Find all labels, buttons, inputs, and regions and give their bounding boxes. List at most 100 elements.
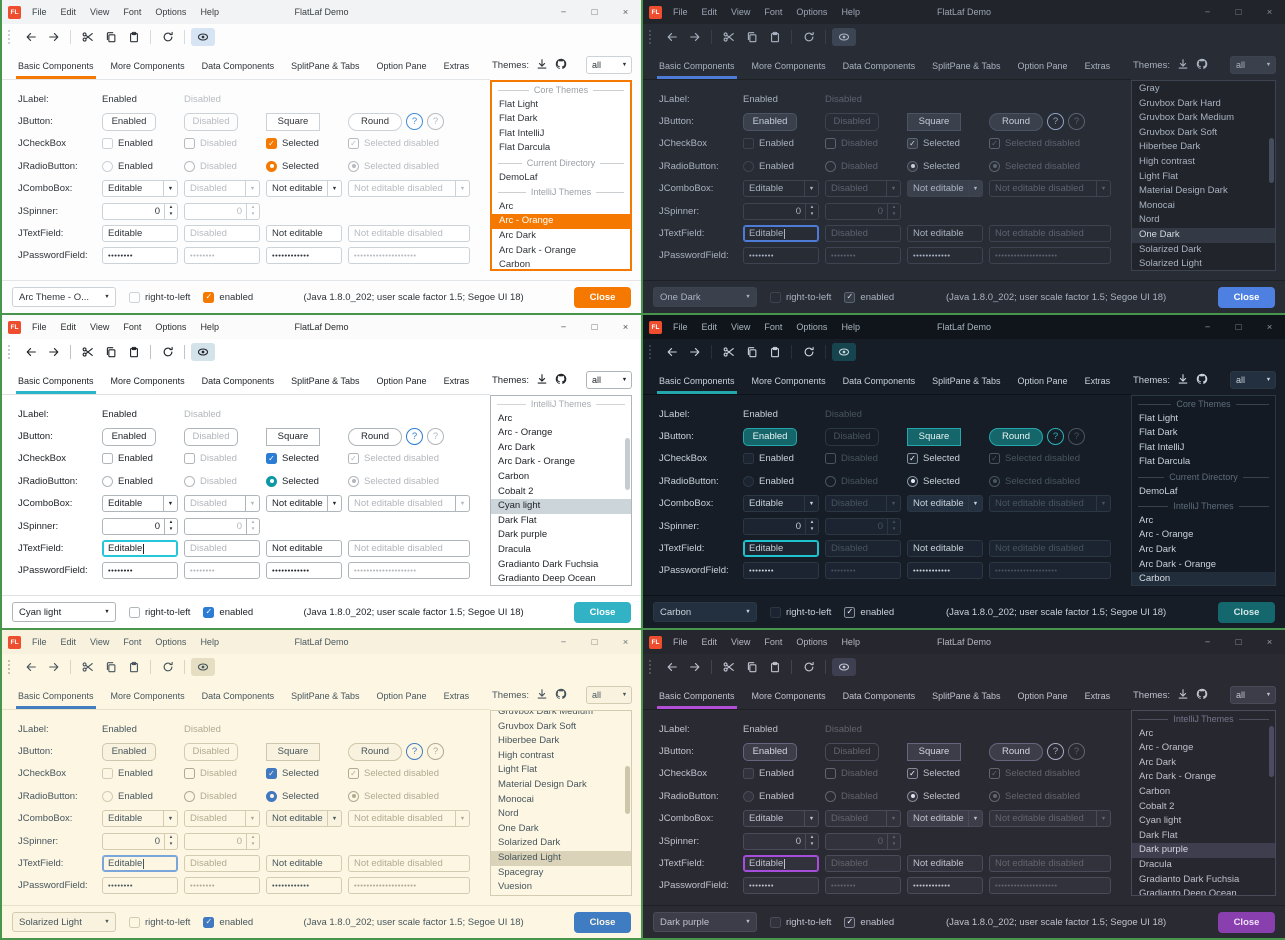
theme-list-item[interactable]: Arc Dark - Orange bbox=[498, 456, 576, 468]
tab-extras[interactable]: Extras bbox=[443, 691, 470, 701]
radio-selected[interactable]: Selected bbox=[266, 790, 348, 802]
maximize-button[interactable]: □ bbox=[591, 321, 598, 333]
theme-filter-combobox[interactable]: all ▼ bbox=[586, 686, 632, 704]
close-window-button[interactable]: × bbox=[622, 6, 629, 18]
tab-more-components[interactable]: More Components bbox=[751, 376, 826, 386]
download-icon[interactable] bbox=[536, 58, 548, 73]
theme-list-item[interactable]: Flat Darcula bbox=[499, 142, 551, 154]
right-to-left-checkbox[interactable]: ✓ right-to-left bbox=[770, 291, 831, 303]
theme-list-item[interactable]: Flat Dark bbox=[1139, 427, 1178, 439]
tab-basic-components[interactable]: Basic Components bbox=[657, 691, 737, 709]
theme-list-item[interactable]: Gray bbox=[1139, 83, 1160, 94]
tab-data-components[interactable]: Data Components bbox=[201, 691, 275, 701]
checkbox-selected[interactable]: ✓ Selected bbox=[907, 768, 989, 780]
theme-list-item[interactable]: Gradianto Deep Ocean bbox=[498, 573, 596, 585]
passwordfield-not-editable[interactable]: •••••••••••• bbox=[907, 877, 983, 895]
theme-list-item[interactable]: Arc - Orange bbox=[1139, 529, 1194, 541]
theme-list-item[interactable]: Hiberbee Dark bbox=[498, 735, 560, 747]
minimize-button[interactable]: − bbox=[560, 6, 567, 18]
theme-list-item[interactable]: One Dark bbox=[1132, 227, 1275, 243]
theme-list-item[interactable]: Gruvbox Dark Medium bbox=[498, 710, 594, 717]
theme-list-item[interactable]: Flat Light bbox=[1139, 412, 1179, 424]
scrollbar-thumb[interactable] bbox=[1269, 725, 1274, 778]
forward-icon[interactable] bbox=[43, 28, 64, 46]
theme-list-item[interactable]: High contrast bbox=[498, 749, 554, 761]
download-icon[interactable] bbox=[1177, 373, 1189, 388]
menu-font[interactable]: Font bbox=[123, 7, 142, 17]
theme-list-item[interactable]: Solarized Dark bbox=[1139, 243, 1202, 255]
tab-data-components[interactable]: Data Components bbox=[842, 691, 916, 701]
maximize-button[interactable]: □ bbox=[1235, 6, 1242, 18]
help-button[interactable]: ? bbox=[406, 743, 423, 761]
theme-list-item[interactable]: Gruvbox Dark Soft bbox=[1139, 126, 1218, 138]
theme-list-item[interactable]: Solarized Light bbox=[491, 850, 631, 866]
checkbox-enabled[interactable]: ✓ Enabled bbox=[102, 138, 184, 150]
theme-list-item[interactable]: Gruvbox Dark Hard bbox=[1139, 97, 1221, 109]
checkbox-selected[interactable]: ✓ Selected bbox=[907, 138, 989, 150]
tab-data-components[interactable]: Data Components bbox=[201, 61, 275, 71]
theme-list-item[interactable]: Gruvbox Dark Soft bbox=[498, 720, 577, 732]
passwordfield-editable[interactable]: •••••••• bbox=[102, 562, 178, 580]
tab-option-pane[interactable]: Option Pane bbox=[376, 61, 427, 71]
enabled-button[interactable]: Enabled bbox=[102, 112, 156, 131]
theme-list-item[interactable]: Cobalt 2 bbox=[1139, 800, 1175, 812]
enabled-checkbox[interactable]: ✓ enabled bbox=[844, 916, 894, 928]
menu-edit[interactable]: Edit bbox=[60, 637, 77, 647]
back-icon[interactable] bbox=[661, 343, 682, 361]
tab-data-components[interactable]: Data Components bbox=[842, 61, 916, 71]
menu-options[interactable]: Options bbox=[796, 7, 828, 17]
spinner[interactable]: 0 ▲ ▼ bbox=[102, 517, 178, 535]
round-button[interactable]: Round bbox=[989, 112, 1043, 131]
toolbar-grip[interactable] bbox=[8, 660, 12, 674]
github-icon[interactable] bbox=[1196, 688, 1208, 703]
theme-combobox[interactable]: Cyan light ▼ bbox=[12, 602, 116, 622]
menu-options[interactable]: Options bbox=[155, 637, 187, 647]
theme-list-item[interactable]: Flat Dark bbox=[499, 113, 538, 125]
copy-icon[interactable] bbox=[100, 28, 121, 46]
chevron-down-icon[interactable]: ▼ bbox=[163, 811, 177, 827]
theme-list-item[interactable]: Dark Flat bbox=[498, 514, 537, 526]
menu-edit[interactable]: Edit bbox=[60, 322, 77, 332]
tab-splitpane-tabs[interactable]: SplitPane & Tabs bbox=[291, 61, 360, 71]
paste-icon[interactable] bbox=[764, 658, 785, 676]
tab-extras[interactable]: Extras bbox=[1084, 376, 1111, 386]
tab-basic-components[interactable]: Basic Components bbox=[16, 691, 96, 709]
menu-font[interactable]: Font bbox=[123, 322, 142, 332]
radio-enabled[interactable]: Enabled bbox=[743, 790, 825, 802]
menu-edit[interactable]: Edit bbox=[701, 7, 718, 17]
tab-extras[interactable]: Extras bbox=[443, 61, 470, 71]
right-to-left-checkbox[interactable]: ✓ right-to-left bbox=[770, 606, 831, 618]
spinner[interactable]: 0 ▲ ▼ bbox=[743, 832, 819, 850]
theme-list-item[interactable]: Flat IntelliJ bbox=[1139, 441, 1185, 453]
show-hidden-eye-icon[interactable] bbox=[832, 28, 856, 46]
tab-more-components[interactable]: More Components bbox=[751, 61, 826, 71]
enabled-button[interactable]: Enabled bbox=[102, 742, 156, 761]
tab-data-components[interactable]: Data Components bbox=[842, 376, 916, 386]
spinner-value[interactable]: 0 bbox=[154, 835, 160, 847]
theme-list-item[interactable]: Arc - Orange bbox=[498, 427, 553, 439]
tab-more-components[interactable]: More Components bbox=[751, 691, 826, 701]
theme-list-item[interactable]: Solarized Dark bbox=[498, 837, 561, 849]
theme-filter-combobox[interactable]: all ▼ bbox=[1230, 56, 1276, 74]
radio-enabled[interactable]: Enabled bbox=[102, 790, 184, 802]
textfield-editable[interactable]: Editable bbox=[743, 540, 819, 558]
checkbox-selected[interactable]: ✓ Selected bbox=[266, 453, 348, 465]
menu-file[interactable]: File bbox=[32, 637, 47, 647]
spinner-arrows-icon[interactable]: ▲ ▼ bbox=[164, 203, 177, 219]
radio-selected[interactable]: Selected bbox=[266, 475, 348, 487]
menu-edit[interactable]: Edit bbox=[701, 637, 718, 647]
theme-list-item[interactable]: Dracula bbox=[1139, 858, 1172, 870]
tab-data-components[interactable]: Data Components bbox=[201, 376, 275, 386]
theme-list-item[interactable]: Flat Darcula bbox=[1139, 456, 1191, 468]
theme-list-item[interactable]: Light Flat bbox=[1139, 170, 1179, 182]
theme-filter-combobox[interactable]: all ▼ bbox=[1230, 686, 1276, 704]
download-icon[interactable] bbox=[1177, 688, 1189, 703]
theme-list-item[interactable]: Gradianto Dark Fuchsia bbox=[1139, 873, 1240, 885]
spinner-arrows-icon[interactable]: ▲ ▼ bbox=[805, 518, 818, 534]
textfield-editable[interactable]: Editable bbox=[743, 225, 819, 243]
enabled-checkbox[interactable]: ✓ enabled bbox=[203, 916, 253, 928]
help-button[interactable]: ? bbox=[1047, 743, 1064, 761]
passwordfield-not-editable[interactable]: •••••••••••• bbox=[907, 562, 983, 580]
tab-option-pane[interactable]: Option Pane bbox=[1017, 376, 1068, 386]
theme-filter-combobox[interactable]: all ▼ bbox=[1230, 371, 1276, 389]
